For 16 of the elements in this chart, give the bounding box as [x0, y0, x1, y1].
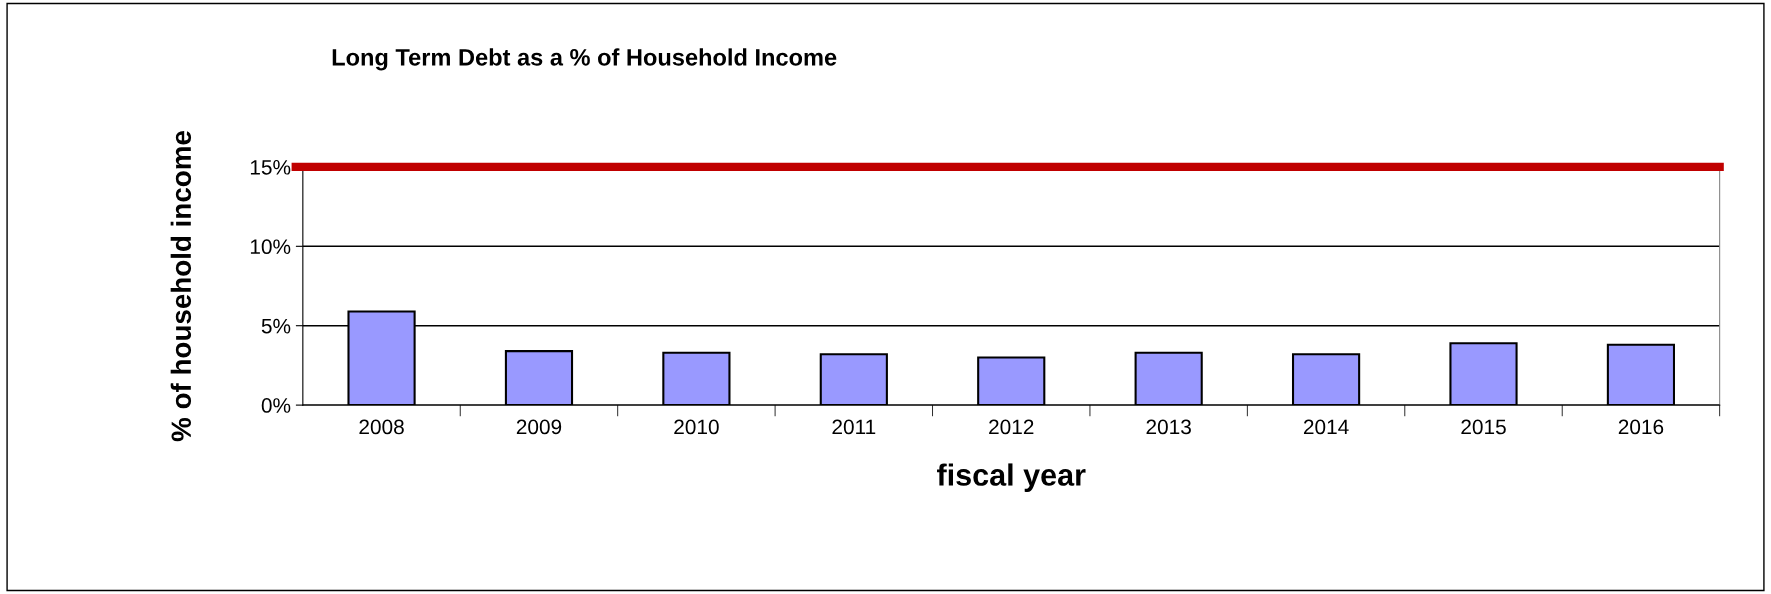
x-tick-label: 2011 [832, 419, 876, 435]
x-tick-label: 2009 [516, 419, 562, 435]
x-tick-label: 2016 [1618, 419, 1664, 435]
y-tick-label: 10% [250, 239, 291, 255]
x-axis-title: fiscal year [937, 463, 1086, 492]
x-tick-label: 2012 [989, 419, 1034, 435]
x-tick-label: 2008 [359, 419, 404, 435]
x-tick-label: 2015 [1461, 419, 1506, 435]
y-tick-label: 15% [250, 160, 291, 175]
x-tick-label: 2013 [1146, 419, 1191, 435]
chart-title: Long Term Debt as a % of Household Income [332, 48, 837, 71]
y-axis-title: % of household income [170, 131, 192, 442]
y-tick-label: 0% [261, 398, 291, 413]
x-tick-label: 2010 [674, 419, 719, 435]
x-tick-label: 2014 [1303, 419, 1349, 435]
y-tick-label: 5% [261, 318, 291, 334]
